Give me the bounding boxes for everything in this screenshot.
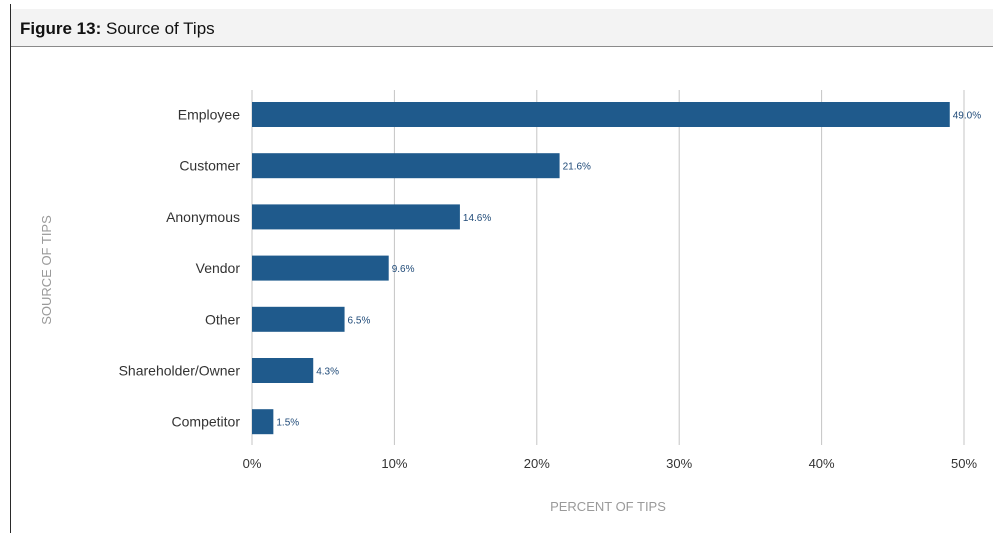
value-labels: 49.0% 21.6% 14.6% 9.6% 6.5% 4.3% 1.5% bbox=[276, 111, 981, 429]
category-label: Vendor bbox=[196, 260, 241, 276]
bar-competitor bbox=[252, 409, 274, 435]
value-label: 49.0% bbox=[953, 111, 981, 122]
figure-frame: Figure 13: Source of Tips bbox=[10, 4, 993, 533]
gridlines bbox=[251, 90, 965, 445]
x-axis-label: PERCENT OF TIPS bbox=[550, 499, 666, 514]
figure-title: Figure 13: Source of Tips bbox=[20, 19, 215, 39]
category-label: Shareholder/Owner bbox=[119, 363, 241, 379]
bars bbox=[252, 102, 950, 435]
value-label: 21.6% bbox=[563, 162, 591, 173]
category-label: Customer bbox=[179, 158, 240, 174]
bar-customer bbox=[252, 153, 560, 179]
category-labels: Employee Customer Anonymous Vendor Other Shar… bbox=[119, 107, 241, 430]
x-tick-label: 50% bbox=[951, 456, 977, 471]
x-tick-label: 10% bbox=[381, 456, 407, 471]
x-tick-label: 20% bbox=[524, 456, 550, 471]
figure-number: Figure 13: bbox=[20, 19, 102, 38]
value-label: 6.5% bbox=[348, 315, 371, 326]
y-axis-label: SOURCE OF TIPS bbox=[39, 215, 54, 325]
bar-vendor bbox=[252, 255, 389, 281]
category-label: Anonymous bbox=[166, 209, 240, 225]
bar-other bbox=[252, 306, 345, 332]
x-tick-label: 0% bbox=[243, 456, 262, 471]
category-label: Competitor bbox=[172, 414, 241, 430]
value-label: 9.6% bbox=[392, 264, 415, 275]
x-tick-label: 40% bbox=[809, 456, 835, 471]
x-tick-label: 30% bbox=[666, 456, 692, 471]
value-label: 1.5% bbox=[276, 418, 299, 429]
bar-shareholder-owner bbox=[252, 358, 314, 383]
figure-title-text: Source of Tips bbox=[105, 19, 215, 38]
category-label: Employee bbox=[178, 107, 240, 123]
bar-anonymous bbox=[252, 204, 460, 230]
value-label: 14.6% bbox=[463, 213, 491, 224]
figure-title-bar: Figure 13: Source of Tips bbox=[11, 9, 993, 47]
x-tick-labels: 0% 10% 20% 30% 40% 50% bbox=[243, 456, 978, 471]
category-label: Other bbox=[205, 311, 240, 327]
value-label: 4.3% bbox=[316, 367, 339, 378]
bar-employee bbox=[252, 102, 950, 127]
